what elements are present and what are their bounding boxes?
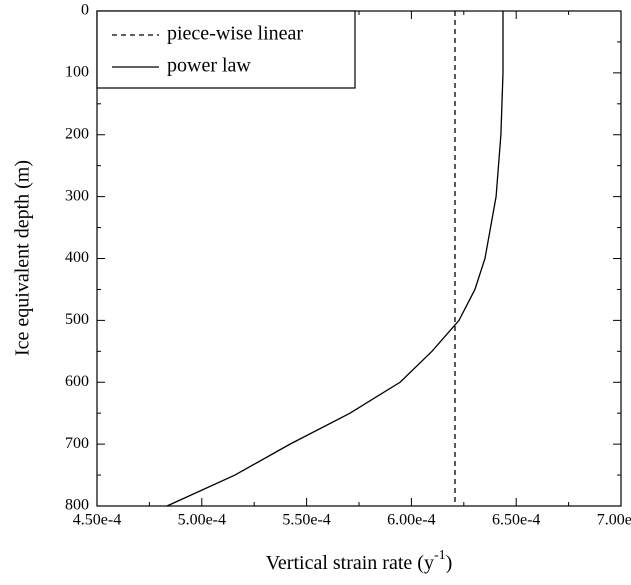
x-tick-label: 4.50e-4 — [73, 512, 121, 529]
y-tick-label: 0 — [81, 2, 89, 19]
y-tick-label: 400 — [65, 249, 89, 266]
y-tick-label: 500 — [65, 311, 89, 328]
y-tick-label: 300 — [65, 187, 89, 204]
legend-label: piece-wise linear — [167, 23, 303, 45]
x-axis-label-superscript: -1 — [434, 548, 446, 563]
x-axis-label-suffix: ) — [446, 552, 453, 574]
x-tick-label: 6.00e-4 — [387, 512, 435, 529]
legend-box — [96, 10, 356, 89]
x-tick-label: 6.50e-4 — [492, 512, 540, 529]
x-tick-label: 5.50e-4 — [282, 512, 330, 529]
x-axis-label-text: Vertical strain rate (y — [266, 552, 434, 574]
data-line — [166, 11, 504, 507]
x-tick-label: 5.00e-4 — [178, 512, 226, 529]
y-tick-label: 100 — [65, 64, 89, 81]
y-axis-label: Ice equivalent depth (m) — [12, 160, 34, 356]
y-tick-label: 700 — [65, 435, 89, 452]
legend-label: power law — [167, 55, 251, 77]
y-tick-label: 800 — [65, 497, 89, 514]
y-tick-label: 600 — [65, 373, 89, 390]
x-tick-label: 7.00e-4 — [597, 512, 631, 529]
y-tick-label: 200 — [65, 125, 89, 142]
x-axis-label: Vertical strain rate (y-1) — [266, 548, 453, 573]
